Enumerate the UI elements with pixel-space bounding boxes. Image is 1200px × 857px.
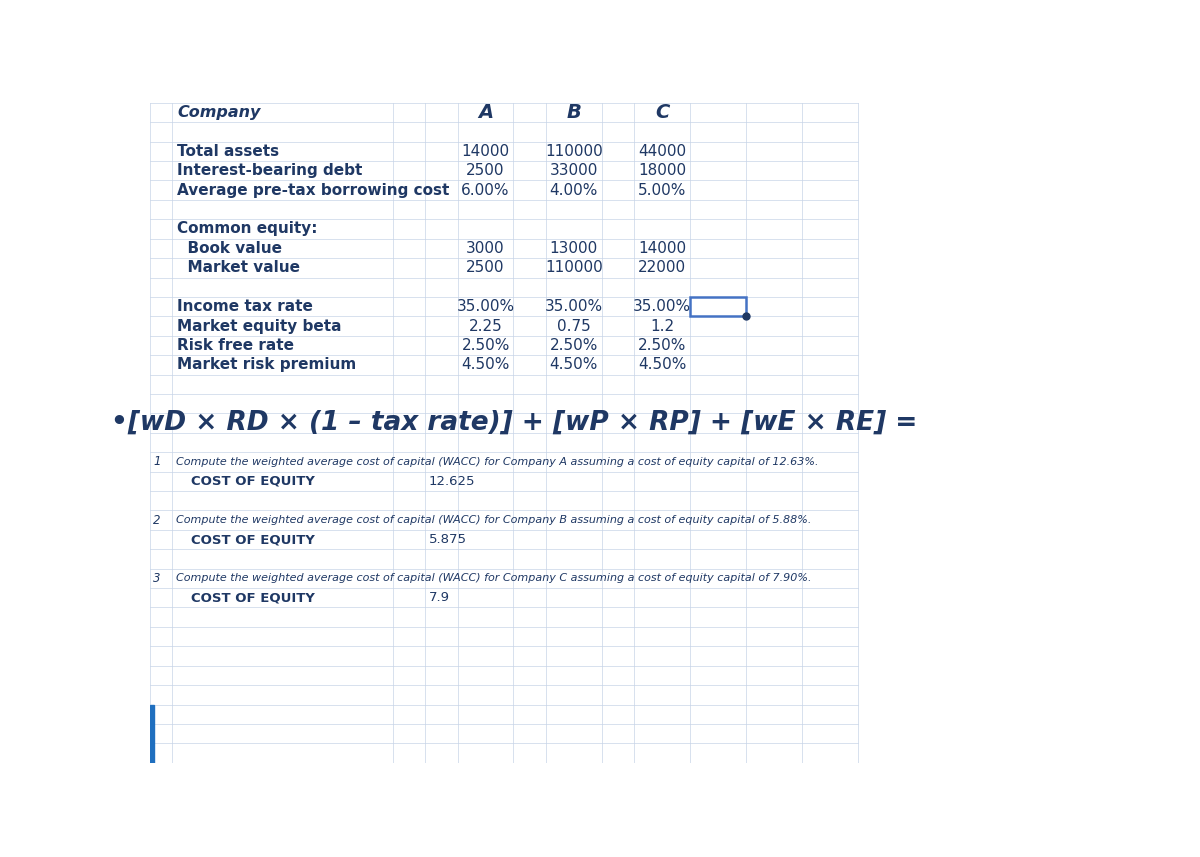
Text: Compute the weighted average cost of capital (WACC) for Company A assuming a cos: Compute the weighted average cost of cap… bbox=[175, 457, 818, 467]
Text: Market risk premium: Market risk premium bbox=[178, 357, 356, 372]
Text: 2.50%: 2.50% bbox=[461, 338, 510, 353]
Text: COST OF EQUITY: COST OF EQUITY bbox=[191, 591, 314, 604]
Text: Compute the weighted average cost of capital (WACC) for Company B assuming a cos: Compute the weighted average cost of cap… bbox=[175, 515, 811, 525]
Text: 4.00%: 4.00% bbox=[550, 183, 598, 198]
Text: 35.00%: 35.00% bbox=[456, 299, 515, 315]
Text: 4.50%: 4.50% bbox=[550, 357, 598, 372]
Text: Total assets: Total assets bbox=[178, 144, 280, 159]
Text: 2: 2 bbox=[154, 513, 161, 526]
Text: 5.875: 5.875 bbox=[430, 533, 467, 546]
Text: 12.625: 12.625 bbox=[430, 475, 475, 488]
Text: 0.75: 0.75 bbox=[557, 319, 590, 333]
Bar bbox=[690, 297, 746, 316]
Text: Market value: Market value bbox=[178, 261, 300, 275]
Text: Compute the weighted average cost of capital (WACC) for Company C assuming a cos: Compute the weighted average cost of cap… bbox=[175, 573, 811, 584]
Text: 3000: 3000 bbox=[467, 241, 505, 256]
Text: COST OF EQUITY: COST OF EQUITY bbox=[191, 475, 314, 488]
Text: 110000: 110000 bbox=[545, 144, 602, 159]
Text: 1: 1 bbox=[154, 455, 161, 469]
Text: 2500: 2500 bbox=[467, 164, 505, 178]
Text: 35.00%: 35.00% bbox=[545, 299, 602, 315]
Text: COST OF EQUITY: COST OF EQUITY bbox=[191, 533, 314, 546]
Text: Interest-bearing debt: Interest-bearing debt bbox=[178, 164, 362, 178]
Text: 13000: 13000 bbox=[550, 241, 598, 256]
Text: 2.25: 2.25 bbox=[469, 319, 503, 333]
Text: 5.00%: 5.00% bbox=[638, 183, 686, 198]
Text: 1.2: 1.2 bbox=[650, 319, 674, 333]
Bar bbox=[150, 704, 154, 763]
Text: 3: 3 bbox=[154, 572, 161, 584]
Text: C: C bbox=[655, 103, 670, 122]
Text: 110000: 110000 bbox=[545, 261, 602, 275]
Text: 35.00%: 35.00% bbox=[634, 299, 691, 315]
Text: Company: Company bbox=[178, 105, 260, 120]
Text: 2.50%: 2.50% bbox=[638, 338, 686, 353]
Text: 14000: 14000 bbox=[638, 241, 686, 256]
Text: 2500: 2500 bbox=[467, 261, 505, 275]
Text: Income tax rate: Income tax rate bbox=[178, 299, 313, 315]
Text: B: B bbox=[566, 103, 581, 122]
Text: 44000: 44000 bbox=[638, 144, 686, 159]
Text: Book value: Book value bbox=[178, 241, 282, 256]
Text: Risk free rate: Risk free rate bbox=[178, 338, 294, 353]
Text: 18000: 18000 bbox=[638, 164, 686, 178]
Text: 6.00%: 6.00% bbox=[461, 183, 510, 198]
Text: 2.50%: 2.50% bbox=[550, 338, 598, 353]
Text: 7.9: 7.9 bbox=[430, 591, 450, 604]
Text: 14000: 14000 bbox=[462, 144, 510, 159]
Text: 33000: 33000 bbox=[550, 164, 598, 178]
Text: 4.50%: 4.50% bbox=[638, 357, 686, 372]
Text: 22000: 22000 bbox=[638, 261, 686, 275]
Text: Average pre-tax borrowing cost: Average pre-tax borrowing cost bbox=[178, 183, 450, 198]
Text: Market equity beta: Market equity beta bbox=[178, 319, 342, 333]
Text: Common equity:: Common equity: bbox=[178, 221, 318, 237]
Text: 4.50%: 4.50% bbox=[461, 357, 510, 372]
Text: A: A bbox=[478, 103, 493, 122]
Text: •[wD × RD × (1 – tax rate)] + [wP × RP] + [wE × RE] =: •[wD × RD × (1 – tax rate)] + [wP × RP] … bbox=[112, 411, 918, 436]
